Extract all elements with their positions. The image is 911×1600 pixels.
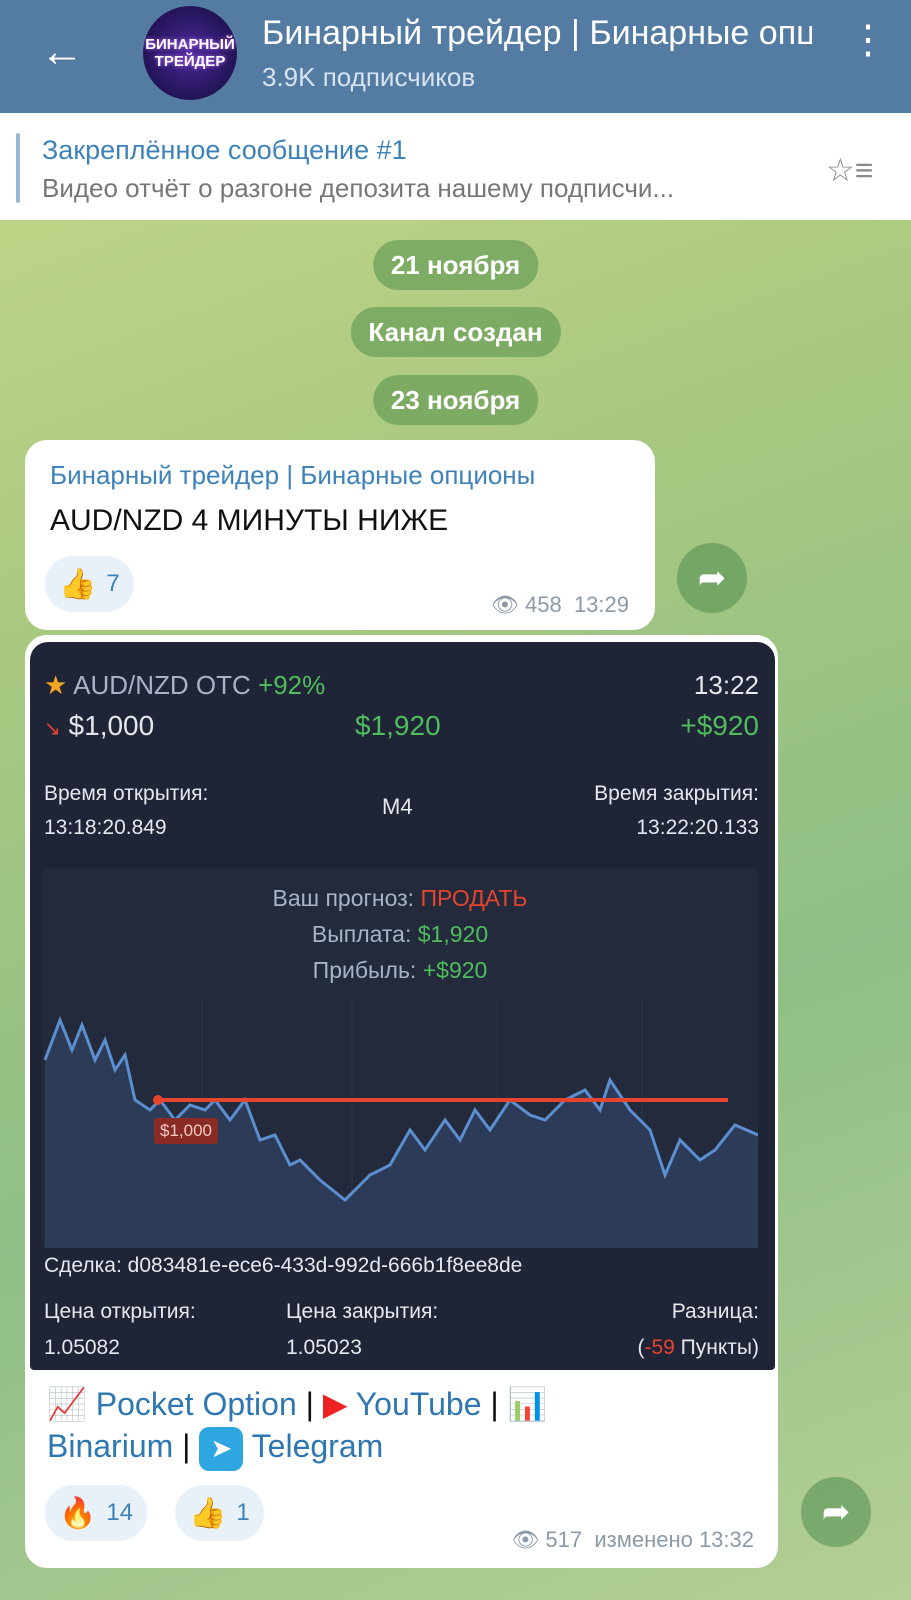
payout-value: $1,920	[417, 921, 489, 947]
trade-screenshot[interactable]: ★ AUD/NZD OTC +92% 13:22 ↘ $1,000 $1,920…	[30, 642, 775, 1370]
message-bubble: ★ AUD/NZD OTC +92% 13:22 ↘ $1,000 $1,920…	[25, 635, 778, 1568]
deal-id: Сделка: d083481e-ece6-433d-992d-666b1f8e…	[44, 1254, 523, 1277]
difference-label: Разница:	[671, 1300, 759, 1323]
message-bubble: Бинарный трейдер | Бинарные опционы AUD/…	[25, 440, 655, 630]
message-meta: 👁 458 13:29	[491, 592, 629, 618]
pinned-message-bar[interactable]: Закреплённое сообщение #1 Видео отчёт о …	[0, 113, 911, 220]
eye-icon: 👁	[490, 592, 519, 617]
open-time: 13:18:20.849	[44, 816, 167, 839]
profit-value: +$920	[422, 957, 488, 983]
pair: AUD/NZD OTC	[73, 670, 251, 700]
share-arrow-icon: ➦	[821, 1493, 851, 1531]
star-icon: ★	[44, 670, 68, 700]
message-time: 13:29	[573, 592, 629, 617]
service-message: Канал создан	[350, 307, 561, 357]
thumbs-up-icon: 👍	[189, 1496, 227, 1530]
separator: |	[305, 1386, 314, 1422]
difference-block: Разница: (-59 Пункты)	[637, 1294, 759, 1366]
trade-amount: ↘ $1,000	[44, 710, 154, 742]
pinned-indicator	[16, 133, 20, 203]
open-price-block: Цена открытия: 1.05082	[44, 1294, 196, 1366]
channel-avatar[interactable]: БИНАРНЫЙ ТРЕЙДЕР	[143, 6, 237, 100]
reaction-thumbs-up[interactable]: 👍 7	[45, 556, 134, 612]
open-time-label: Время открытия:	[44, 782, 209, 805]
down-arrow-icon: ↘	[44, 718, 61, 740]
reaction-count: 7	[106, 570, 120, 597]
chat-header: ← БИНАРНЫЙ ТРЕЙДЕР Бинарный трейдер | Бин…	[0, 0, 911, 113]
difference-value: -59	[644, 1336, 675, 1359]
channel-title[interactable]: Бинарный трейдер | Бинарные опционы	[262, 14, 812, 52]
telegram-icon: ➤	[199, 1426, 244, 1471]
bar-chart-icon: 📊	[507, 1386, 548, 1422]
youtube-icon: ▶	[322, 1386, 348, 1422]
share-arrow-icon: ➦	[697, 559, 727, 597]
link-telegram[interactable]: Telegram	[251, 1428, 384, 1464]
open-price-label: Цена открытия:	[44, 1300, 196, 1323]
close-time-label: Время закрытия:	[594, 782, 759, 805]
payout-label: Выплата:	[311, 921, 412, 947]
message-time: изменено 13:32	[594, 1527, 754, 1552]
reaction-fire[interactable]: 🔥 14	[45, 1485, 148, 1541]
payout-percent: +92%	[258, 670, 326, 700]
thumbs-up-icon: 👍	[59, 567, 97, 601]
reaction-count: 14	[106, 1499, 134, 1526]
difference-unit: Пункты)	[674, 1336, 759, 1359]
close-time-block: Время закрытия: 13:22:20.133	[594, 777, 759, 845]
reaction-count: 1	[236, 1499, 250, 1526]
message-meta: 👁 517 изменено 13:32	[511, 1527, 754, 1553]
view-count: 517	[545, 1527, 583, 1552]
forecast-summary: Ваш прогноз: ПРОДАТЬ Выплата: $1,920 При…	[42, 880, 758, 988]
subscriber-count: 3.9K подписчиков	[262, 62, 476, 92]
close-price-block: Цена закрытия: 1.05023	[286, 1294, 438, 1366]
more-menu-icon[interactable]: ⋮	[848, 18, 888, 62]
pinned-text: Видео отчёт о разгоне депозита нашему по…	[42, 173, 675, 203]
payout: $1,920	[355, 710, 441, 741]
pinned-title: Закреплённое сообщение #1	[42, 135, 407, 165]
forecast-value: ПРОДАТЬ	[420, 885, 528, 911]
chart-panel: Ваш прогноз: ПРОДАТЬ Выплата: $1,920 При…	[42, 868, 758, 1248]
close-price: 1.05023	[286, 1336, 362, 1359]
reaction-thumbs-up[interactable]: 👍 1	[175, 1485, 264, 1541]
link-binarium[interactable]: Binarium	[47, 1428, 174, 1464]
price-area	[45, 1020, 758, 1248]
price-tag: $1,000	[154, 1118, 218, 1144]
profit-label: Прибыль:	[312, 957, 417, 983]
link-youtube[interactable]: YouTube	[355, 1386, 482, 1422]
price-chart	[43, 998, 758, 1248]
trade-header: ★ AUD/NZD OTC +92%	[44, 670, 325, 701]
eye-icon: 👁	[511, 1527, 540, 1552]
trade-time: 13:22	[693, 670, 759, 700]
date-pill: 23 ноября	[372, 375, 539, 425]
date-pill: 21 ноября	[372, 240, 539, 290]
separator: |	[490, 1386, 499, 1422]
price-line	[43, 1015, 758, 1203]
back-arrow-icon[interactable]: ←	[40, 27, 84, 76]
open-price: 1.05082	[44, 1336, 120, 1359]
avatar-text: БИНАРНЫЙ	[145, 36, 235, 53]
close-price-label: Цена закрытия:	[286, 1300, 439, 1323]
view-count: 458	[524, 592, 562, 617]
avatar-text: ТРЕЙДЕР	[154, 53, 226, 70]
paren: (	[637, 1336, 645, 1359]
pin-list-icon[interactable]: ☆≡	[826, 152, 874, 188]
forecast-label: Ваш прогноз:	[272, 885, 415, 911]
channel-links: 📈 Pocket Option | ▶ YouTube | 📊 Binarium…	[47, 1383, 747, 1471]
fire-icon: 🔥	[59, 1496, 97, 1530]
sender-name[interactable]: Бинарный трейдер | Бинарные опционы	[50, 460, 536, 490]
separator: |	[182, 1428, 191, 1464]
message-text: AUD/NZD 4 МИНУТЫ НИЖЕ	[50, 504, 449, 537]
open-time-block: Время открытия: 13:18:20.849	[44, 777, 208, 845]
timeframe: M4	[382, 794, 413, 819]
link-pocket-option[interactable]: Pocket Option	[95, 1386, 297, 1422]
forward-button[interactable]: ➦	[677, 543, 747, 613]
close-time: 13:22:20.133	[636, 816, 759, 839]
amount: $1,000	[68, 710, 155, 741]
chart-increasing-icon: 📈	[47, 1386, 87, 1422]
entry-point	[153, 1095, 163, 1105]
profit: +$920	[680, 710, 759, 741]
forward-button[interactable]: ➦	[801, 1477, 871, 1547]
